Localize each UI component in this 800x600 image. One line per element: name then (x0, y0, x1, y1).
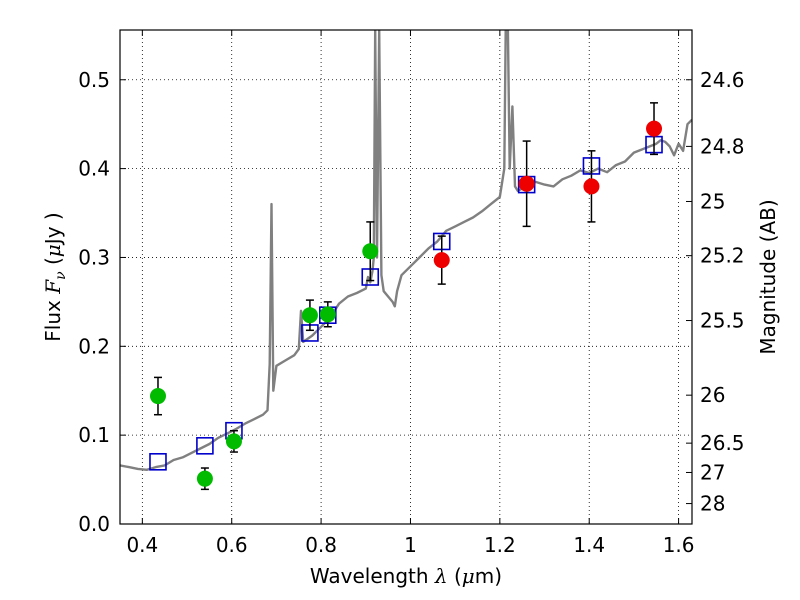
y2-tick-label: 24.6 (700, 68, 745, 92)
y-tick-label: 0.0 (78, 512, 110, 536)
model-square-point (196, 437, 214, 455)
x-tick-label: 0.6 (216, 533, 248, 557)
photometry-point (518, 175, 535, 192)
y-tick-label: 0.2 (78, 334, 110, 358)
photometry-point (362, 243, 379, 260)
y2-axis: 24.6 24.8 25 25.2 25.5 26 26.5 27 28 (686, 68, 745, 516)
y-tick-label: 0.3 (78, 245, 110, 269)
y2-tick-label: 27 (700, 460, 725, 484)
y-tick-label: 0.1 (78, 423, 110, 447)
photometry-point (196, 470, 213, 487)
y-tick-label: 0.5 (78, 68, 110, 92)
photometry-point (301, 307, 318, 324)
x-tick-label: 0.4 (126, 533, 158, 557)
model-square-point (149, 453, 167, 471)
y2-tick-label: 26.5 (700, 431, 745, 455)
y-axis: 0.0 0.1 0.2 0.3 0.4 0.5 (78, 68, 126, 536)
photometry-point (433, 252, 450, 269)
photometry-point (149, 388, 166, 405)
y2-tick-label: 28 (700, 492, 725, 516)
plot-background (120, 30, 692, 524)
y2-tick-label: 26 (700, 383, 725, 407)
y-axis-title: Flux Fν (μJy ) (41, 212, 69, 341)
x-axis: 0.4 0.6 0.8 1 1.2 1.4 1.6 (126, 30, 695, 557)
x-tick-label: 1.4 (573, 533, 605, 557)
photometry-point (583, 178, 600, 195)
y-tick-label: 0.4 (78, 157, 110, 181)
photometry-points-layer (149, 120, 663, 487)
x-tick-label: 1.2 (484, 533, 516, 557)
y2-tick-label: 24.8 (700, 134, 745, 158)
photometry-point (319, 306, 336, 323)
y2-axis-title: Magnitude (AB) (756, 199, 780, 354)
x-tick-label: 1 (404, 533, 417, 557)
photometry-point (646, 120, 663, 137)
y2-tick-label: 25.5 (700, 309, 745, 333)
x-tick-label: 1.6 (663, 533, 695, 557)
y2-tick-label: 25 (700, 189, 725, 213)
photometry-point (225, 433, 242, 450)
y2-tick-label: 25.2 (700, 244, 745, 268)
x-axis-title: Wavelength λ (μm) (310, 564, 502, 588)
x-tick-label: 0.8 (305, 533, 337, 557)
plot-frame (119, 29, 693, 525)
